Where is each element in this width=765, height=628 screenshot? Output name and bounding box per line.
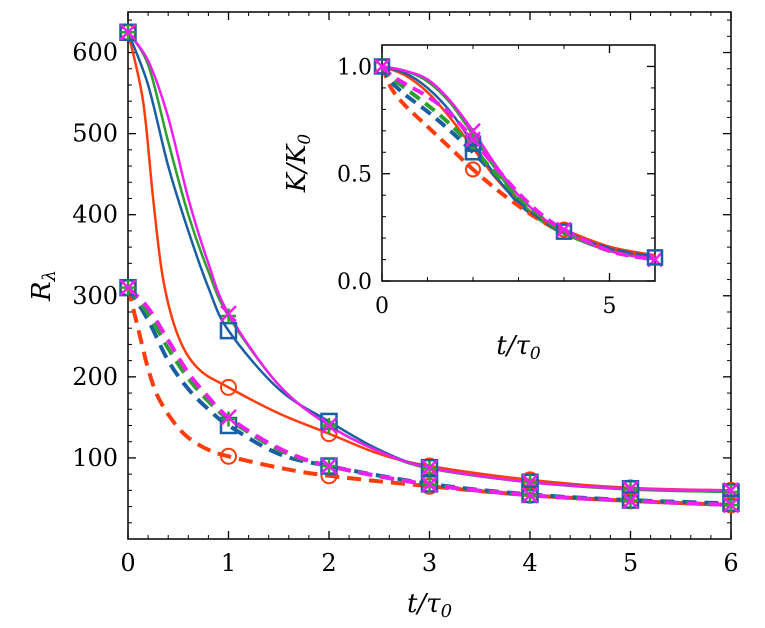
inset-xlabel-sub: 0	[530, 344, 541, 364]
main-xlabel: t/τ0	[407, 589, 452, 622]
main-ytick-label: 300	[72, 282, 118, 310]
main-ylabel-sub: λ	[39, 270, 60, 282]
inset-xlabel: t/τ0	[496, 331, 541, 364]
main-xtick-label: 6	[723, 549, 738, 577]
main-ytick-label: 200	[72, 363, 118, 391]
marker-magenta-dashed	[521, 486, 539, 504]
inset-ytick-label: 1.0	[337, 55, 372, 80]
marker-magenta-solid	[320, 417, 338, 434]
main-ytick-label: 600	[72, 39, 118, 67]
inset-ylabel-sub: 0	[295, 134, 315, 145]
series-magenta-solid	[126, 31, 732, 492]
marker-magenta-dashed	[320, 457, 338, 475]
inset-xtick-label: 0	[375, 294, 389, 319]
marker-magenta-dashed	[622, 492, 639, 510]
inset-bg	[382, 45, 655, 281]
inset-ytick-label: 0.5	[337, 163, 372, 188]
inset-marker-blue-dashed	[464, 144, 482, 161]
marker-green-solid	[221, 308, 236, 324]
marker-magenta-dashed	[220, 409, 237, 426]
inset-marker-magenta-solid	[374, 58, 390, 75]
series-red-solid	[126, 32, 732, 492]
series-red-dashed	[126, 287, 732, 507]
marker-magenta-dashed	[119, 279, 137, 297]
main-xtick-label: 2	[321, 549, 336, 577]
main-xtick-label: 1	[221, 549, 236, 577]
inset-ylabel: K/K0	[282, 134, 315, 194]
series-magenta-dashed	[126, 286, 732, 507]
inset-marker-blue-solid	[373, 58, 391, 75]
inset-marker-blue-solid	[646, 249, 664, 266]
marker-red-solid	[220, 378, 237, 396]
main-xtick-label: 4	[522, 549, 537, 577]
marker-red-dashed	[220, 447, 237, 465]
inset-plot: 0 5 0.0 0.5 1.0 t/τ0 K/K0	[282, 44, 664, 364]
marker-magenta-solid	[220, 305, 237, 322]
main-xlabel-sub: 0	[441, 601, 452, 622]
inset-marker-magenta-dashed	[556, 221, 572, 238]
marker-magenta-dashed	[722, 496, 740, 514]
inset-marker-red-dashed	[465, 161, 481, 178]
main-ylabel: Rλ	[27, 270, 60, 302]
inset-marker-magenta-dashed	[465, 131, 481, 148]
inset-marker-blue-solid	[555, 223, 573, 240]
main-ytick-label: 100	[72, 444, 118, 472]
marker-magenta-dashed	[421, 476, 438, 494]
main-ytick-label: 400	[72, 201, 118, 229]
main-xtick-label: 5	[623, 549, 638, 577]
inset-xtick-label: 5	[603, 294, 617, 319]
inset-ytick-label: 0.0	[337, 270, 372, 295]
marker-magenta-solid	[119, 23, 137, 41]
series-blue-dashed	[126, 286, 732, 506]
main-xtick-label: 3	[422, 549, 437, 577]
main-ytick-label: 500	[72, 120, 118, 148]
marker-magenta-solid	[421, 459, 438, 477]
main-xtick-label: 0	[120, 549, 135, 577]
